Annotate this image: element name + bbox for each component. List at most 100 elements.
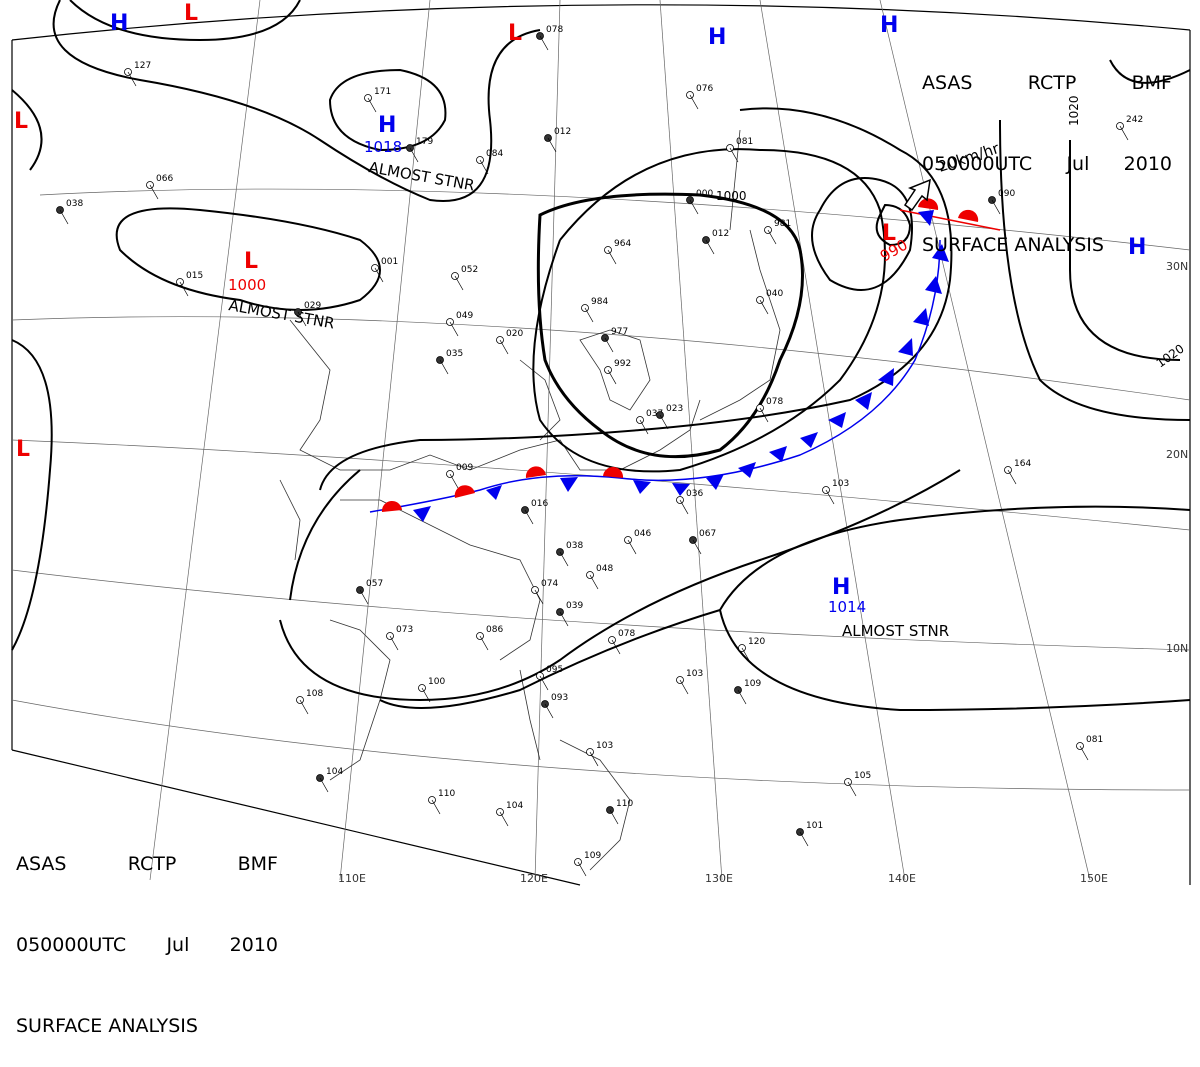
front-extension bbox=[899, 209, 1001, 231]
station-pressure: 038 bbox=[566, 541, 583, 551]
longitude-label: 110E bbox=[338, 872, 366, 885]
station-pressure: 040 bbox=[766, 289, 783, 299]
station-plot: 110 bbox=[606, 799, 633, 825]
station-pressure: 001 bbox=[381, 257, 398, 267]
station-plot: 038 bbox=[56, 199, 83, 225]
high-center-label: H bbox=[1128, 235, 1146, 260]
station-plot: 020 bbox=[496, 329, 523, 355]
station-pressure: 076 bbox=[696, 84, 713, 94]
station-plot: 095 bbox=[536, 665, 563, 691]
wind-barb-icon bbox=[825, 489, 835, 505]
station-pressure: 029 bbox=[304, 301, 321, 311]
station-pressure: 086 bbox=[486, 625, 503, 635]
station-plot: 078 bbox=[608, 629, 635, 655]
latitude-label: 30N bbox=[1166, 260, 1188, 273]
station-plot: 105 bbox=[844, 771, 871, 797]
station-plot: 127 bbox=[124, 61, 151, 87]
station-pressure: 012 bbox=[712, 229, 729, 239]
station-plot: 049 bbox=[446, 311, 473, 337]
station-plot: 078 bbox=[756, 397, 783, 423]
station-pressure: 000 bbox=[696, 189, 713, 199]
station-pressure: 081 bbox=[736, 137, 753, 147]
wind-barb-icon bbox=[689, 199, 699, 215]
map-title-block: ASAS RCTP BMF 050000UTC Jul 2010 SURFACE ANA… bbox=[16, 797, 278, 1067]
station-plot: 110 bbox=[428, 789, 455, 815]
station-pressure: 110 bbox=[438, 789, 455, 799]
wind-barb-icon bbox=[439, 359, 449, 375]
isobar-label: 1020 bbox=[1067, 95, 1081, 126]
wind-barb-icon bbox=[627, 539, 637, 555]
station-pressure: 073 bbox=[396, 625, 413, 635]
station-pressure: 036 bbox=[686, 489, 703, 499]
station-pressure: 038 bbox=[66, 199, 83, 209]
wind-barb-icon bbox=[297, 311, 307, 327]
title-month: Jul bbox=[1066, 153, 1090, 175]
wind-barb-icon bbox=[524, 509, 534, 525]
wind-barb-icon bbox=[127, 71, 137, 87]
wind-barb-icon bbox=[479, 635, 489, 651]
longitude-label: 130E bbox=[705, 872, 733, 885]
station-plot: 084 bbox=[476, 149, 503, 175]
station-plot: 036 bbox=[676, 489, 703, 515]
station-pressure: 109 bbox=[744, 679, 761, 689]
station-plot: 090 bbox=[988, 189, 1015, 215]
station-pressure: 066 bbox=[156, 174, 173, 184]
station-plot: 073 bbox=[386, 625, 413, 651]
wind-barb-icon bbox=[659, 414, 669, 430]
station-pressure: 067 bbox=[699, 529, 716, 539]
wind-barb-icon bbox=[359, 589, 369, 605]
station-pressure: 109 bbox=[584, 851, 601, 861]
wind-barb-icon bbox=[799, 831, 809, 847]
wind-barb-icon bbox=[607, 249, 617, 265]
station-plot: 984 bbox=[581, 297, 608, 323]
high-center-value: 1018 bbox=[364, 138, 402, 156]
station-plot: 171 bbox=[364, 87, 391, 113]
title-product: SURFACE ANALYSIS bbox=[922, 234, 1104, 256]
wind-barb-icon bbox=[409, 147, 419, 163]
wind-barb-icon bbox=[534, 589, 544, 605]
wind-barb-icon bbox=[847, 781, 857, 797]
station-plot: 103 bbox=[586, 741, 613, 767]
isobar-label: 1000 bbox=[716, 189, 747, 203]
station-plot: 086 bbox=[476, 625, 503, 651]
station-plot: 037 bbox=[636, 409, 663, 435]
wind-barb-icon bbox=[559, 611, 569, 627]
station-pressure: 039 bbox=[566, 601, 583, 611]
title-year: 2010 bbox=[229, 934, 278, 956]
station-pressure: 035 bbox=[446, 349, 463, 359]
station-plot: 035 bbox=[436, 349, 463, 375]
station-pressure: 081 bbox=[1086, 735, 1103, 745]
wind-barb-icon bbox=[59, 209, 69, 225]
station-plot: 009 bbox=[446, 463, 473, 489]
high-center-value: 1014 bbox=[828, 598, 866, 616]
wind-barb-icon bbox=[544, 703, 554, 719]
wind-barb-icon bbox=[499, 811, 509, 827]
title-time: 050000UTC bbox=[16, 934, 127, 956]
wind-barb-icon bbox=[692, 539, 702, 555]
station-plot: 981 bbox=[764, 219, 791, 245]
warm-front-symbols bbox=[381, 198, 979, 512]
wind-barb-icon bbox=[577, 861, 587, 877]
station-plot: 067 bbox=[689, 529, 716, 555]
map-title-block: ASAS RCTP BMF 050000UTC Jul 2010 SURFACE ANA… bbox=[922, 16, 1172, 286]
motion-arrow-icon bbox=[903, 178, 931, 212]
station-pressure: 984 bbox=[591, 297, 608, 307]
station-plot: 964 bbox=[604, 239, 631, 265]
station-plot: 101 bbox=[796, 821, 823, 847]
wind-barb-icon bbox=[1119, 125, 1129, 141]
station-plot: 015 bbox=[176, 271, 203, 297]
station-pressure: 103 bbox=[596, 741, 613, 751]
station-pressure: 242 bbox=[1126, 115, 1143, 125]
title-product: SURFACE ANALYSIS bbox=[16, 1015, 198, 1037]
low-center-label: L bbox=[508, 21, 522, 46]
isobars bbox=[11, 0, 1191, 712]
map-border bbox=[11, 4, 1191, 886]
station-pressure: 108 bbox=[306, 689, 323, 699]
longitude-label: 120E bbox=[520, 872, 548, 885]
station-pressure: 103 bbox=[686, 669, 703, 679]
wind-barb-icon bbox=[421, 687, 431, 703]
title-agency: ASAS bbox=[922, 72, 973, 94]
low-center-label: L bbox=[244, 249, 258, 274]
station-plot: 104 bbox=[316, 767, 343, 793]
wind-barb-icon bbox=[705, 239, 715, 255]
